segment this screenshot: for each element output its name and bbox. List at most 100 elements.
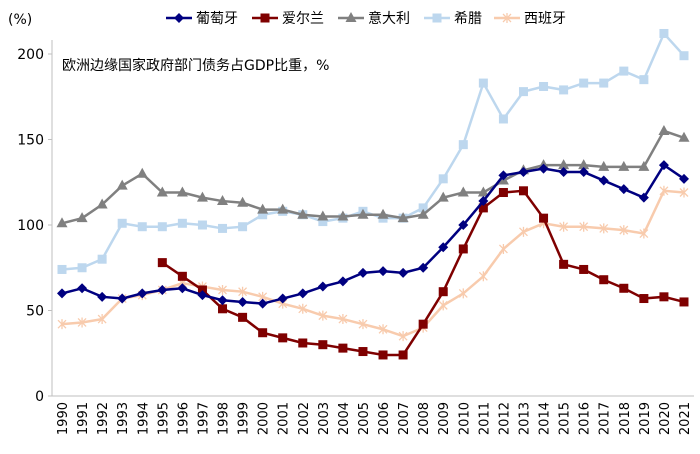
x-tick-label: 1991 [76,402,91,435]
data-point [498,114,508,124]
x-tick-label: 1997 [196,402,211,435]
x-tick-label: 1992 [96,402,111,435]
data-point [678,131,690,142]
x-tick-label: 2019 [638,402,653,435]
data-point [599,78,609,88]
data-point [157,222,167,232]
data-point [458,244,468,254]
x-tick-label: 2002 [297,402,312,435]
x-tick-label: 2012 [497,402,512,435]
legend-label: 葡萄牙 [196,11,238,27]
data-point [297,208,309,219]
data-point [398,267,409,278]
data-point [659,292,669,302]
data-point [658,124,670,135]
x-tick-label: 1995 [156,402,171,435]
data-point [77,317,87,328]
data-point [498,188,508,198]
x-tick-label: 2001 [277,402,292,435]
data-point [639,75,649,85]
x-tick-label: 2008 [417,402,432,435]
data-point [679,297,689,307]
legend-label: 爱尔兰 [282,11,324,27]
y-tick-label: 0 [35,389,44,405]
data-point [539,81,549,91]
data-point [117,218,127,228]
data-point [518,166,529,177]
data-point [217,295,228,306]
data-point [238,312,248,322]
x-tick-label: 2020 [658,402,673,435]
data-point [398,350,408,360]
data-point [317,281,328,292]
data-point [218,284,227,295]
data-point [418,203,428,213]
x-tick-label: 2021 [678,402,693,435]
data-point [176,186,188,197]
data-point [638,192,649,203]
x-tick-label: 2016 [578,402,593,435]
x-tick-label: 2006 [377,402,392,435]
data-point [599,275,609,285]
x-tick-label: 2011 [477,402,492,435]
data-point [237,196,249,207]
data-point [397,212,409,223]
data-point [417,208,429,219]
data-point [218,223,228,233]
data-point [398,331,408,342]
data-point [378,266,389,277]
data-point [57,319,67,330]
data-point [659,28,669,38]
data-point [258,328,268,338]
data-point [197,220,207,230]
legend-label: 意大利 [368,10,410,27]
x-tick-label: 2009 [437,402,452,435]
data-point [458,220,469,230]
y-tick-label: 200 [17,47,44,63]
data-point [579,264,589,274]
data-point [217,195,229,206]
x-tick-label: 2013 [517,402,532,435]
data-point [378,350,388,360]
x-tick-label: 2014 [538,402,553,435]
legend-label: 希腊 [454,11,482,27]
x-tick-label: 2005 [357,402,372,435]
data-point [478,78,488,88]
data-point [457,186,469,197]
data-point [578,166,589,177]
data-point [458,288,468,299]
data-point [96,198,108,209]
x-tick-label: 2000 [257,402,272,435]
data-point [338,343,348,353]
data-point [338,314,348,325]
data-point [502,13,512,23]
data-point [298,338,308,348]
data-point [177,218,187,228]
data-point [618,184,629,195]
legend-item: 葡萄牙 [166,11,238,27]
data-point [97,291,108,302]
data-point [357,208,369,219]
data-point [357,267,368,278]
data-point [177,271,187,281]
data-point [599,223,609,234]
data-point [318,217,328,227]
data-point [618,160,630,171]
data-point [519,226,528,237]
data-point [639,228,649,239]
data-point [177,283,188,294]
data-point [418,319,428,329]
data-point [257,203,269,214]
data-point [538,163,549,174]
data-point [157,258,167,268]
chart-annotation: 欧洲边缘国家政府部门债务占GDP比重，% [62,57,329,74]
data-point [518,186,528,196]
data-point [619,225,629,236]
data-point [358,319,368,330]
data-point [77,263,87,273]
data-point [238,222,248,232]
x-tick-label: 2015 [558,402,573,435]
y-tick-label: 50 [26,304,44,320]
data-point [278,333,288,343]
